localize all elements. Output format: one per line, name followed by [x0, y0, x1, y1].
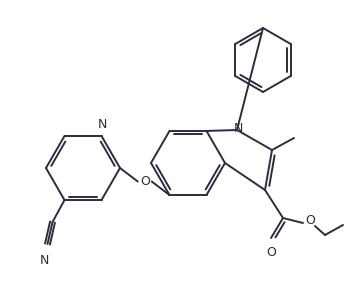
Text: N: N	[40, 254, 49, 267]
Text: N: N	[233, 123, 243, 136]
Text: O: O	[305, 213, 315, 226]
Text: O: O	[140, 175, 150, 188]
Text: N: N	[98, 118, 107, 131]
Text: O: O	[266, 246, 276, 259]
